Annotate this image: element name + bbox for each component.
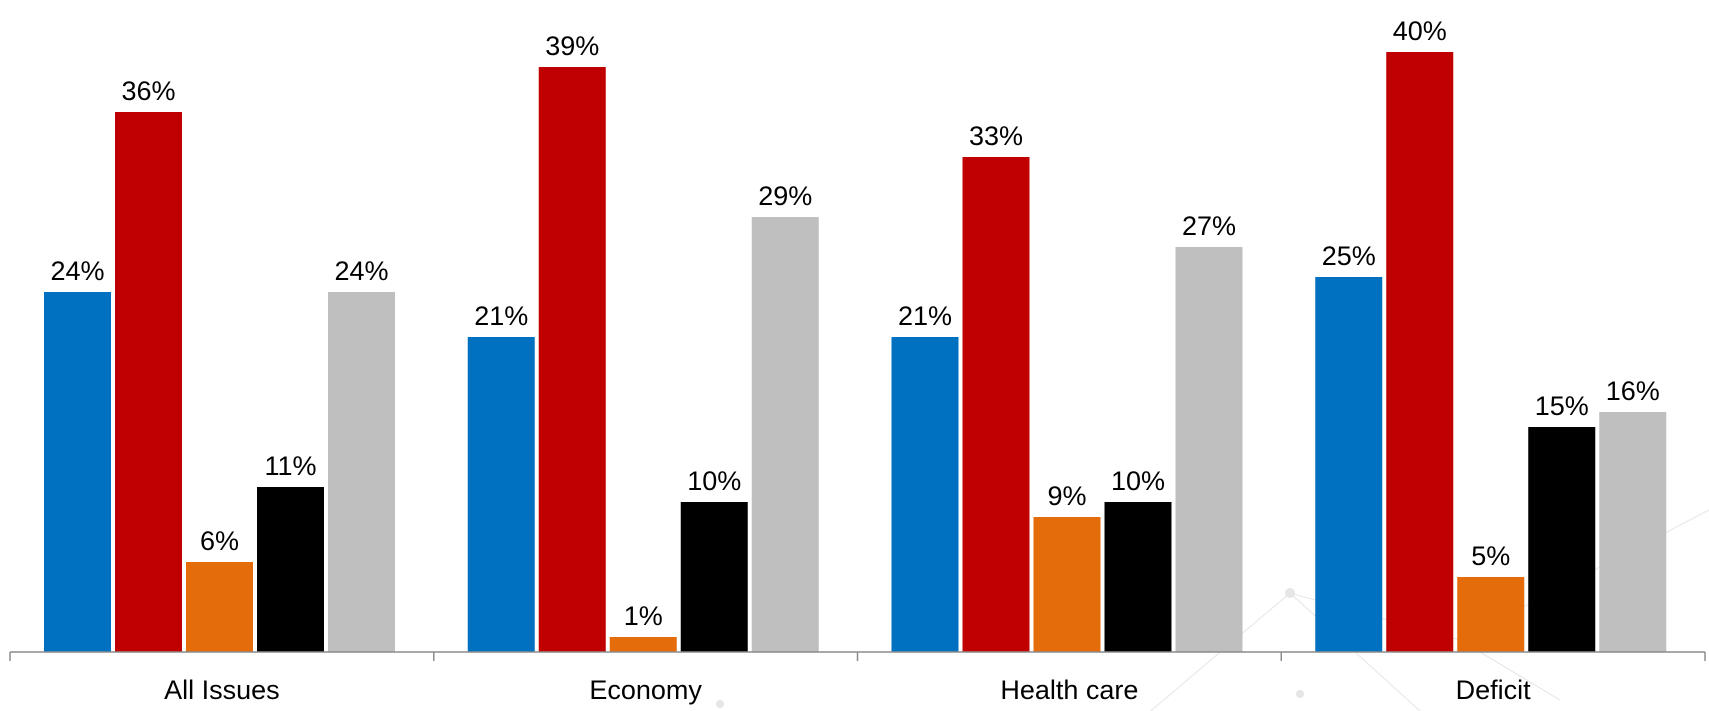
bar-deficit-series-3 xyxy=(1457,577,1525,652)
data-labels-layer: 24% 36% 6% 11% 24% 21% 39% 1% 10% 29% 21% 33% 9% 10% 2… xyxy=(50,16,1659,631)
bar-economy-series-3 xyxy=(609,637,677,652)
data-label-all-issues-series-3: 6% xyxy=(200,526,239,556)
bar-deficit-series-1 xyxy=(1315,277,1383,652)
data-label-health-care-series-3: 9% xyxy=(1047,481,1086,511)
data-label-deficit-series-3: 5% xyxy=(1471,541,1510,571)
bar-deficit-series-4 xyxy=(1528,427,1596,652)
data-label-deficit-series-4: 15% xyxy=(1535,391,1589,421)
bars-layer xyxy=(44,52,1667,652)
x-tick-labels: All Issues Economy Health care Deficit xyxy=(164,675,1531,705)
bar-health-care-series-5 xyxy=(1175,247,1243,652)
data-label-economy-series-4: 10% xyxy=(687,466,741,496)
x-tick-label-economy: Economy xyxy=(589,675,702,705)
bar-health-care-series-1 xyxy=(891,337,959,652)
x-tick-label-health-care: Health care xyxy=(1000,675,1138,705)
bar-all-issues-series-1 xyxy=(44,292,111,652)
data-label-all-issues-series-1: 24% xyxy=(50,256,104,286)
bar-deficit-series-2 xyxy=(1386,52,1454,652)
data-label-health-care-series-4: 10% xyxy=(1111,466,1165,496)
bar-economy-series-2 xyxy=(538,67,606,652)
bar-health-care-series-4 xyxy=(1104,502,1172,652)
data-label-deficit-series-2: 40% xyxy=(1393,16,1447,46)
data-label-economy-series-3: 1% xyxy=(624,601,663,631)
data-label-all-issues-series-2: 36% xyxy=(121,76,175,106)
x-tick-label-all-issues: All Issues xyxy=(164,675,280,705)
data-label-health-care-series-1: 21% xyxy=(898,301,952,331)
data-label-deficit-series-5: 16% xyxy=(1606,376,1660,406)
bar-economy-series-5 xyxy=(751,217,819,652)
bar-all-issues-series-5 xyxy=(328,292,395,652)
data-label-deficit-series-1: 25% xyxy=(1322,241,1376,271)
bar-economy-series-4 xyxy=(680,502,748,652)
bar-economy-series-1 xyxy=(467,337,535,652)
data-label-economy-series-2: 39% xyxy=(545,31,599,61)
bar-health-care-series-3 xyxy=(1033,517,1101,652)
data-label-all-issues-series-4: 11% xyxy=(264,451,316,481)
data-label-health-care-series-5: 27% xyxy=(1182,211,1236,241)
data-label-economy-series-1: 21% xyxy=(474,301,528,331)
bar-all-issues-series-4 xyxy=(257,487,324,652)
x-axis xyxy=(9,651,1706,661)
bar-health-care-series-2 xyxy=(962,157,1030,652)
data-label-all-issues-series-5: 24% xyxy=(334,256,388,286)
bar-all-issues-series-2 xyxy=(115,112,182,652)
data-label-economy-series-5: 29% xyxy=(758,181,812,211)
x-tick-label-deficit: Deficit xyxy=(1456,675,1532,705)
data-label-health-care-series-2: 33% xyxy=(969,121,1023,151)
bar-all-issues-series-3 xyxy=(186,562,253,652)
bar-deficit-series-5 xyxy=(1599,412,1667,652)
